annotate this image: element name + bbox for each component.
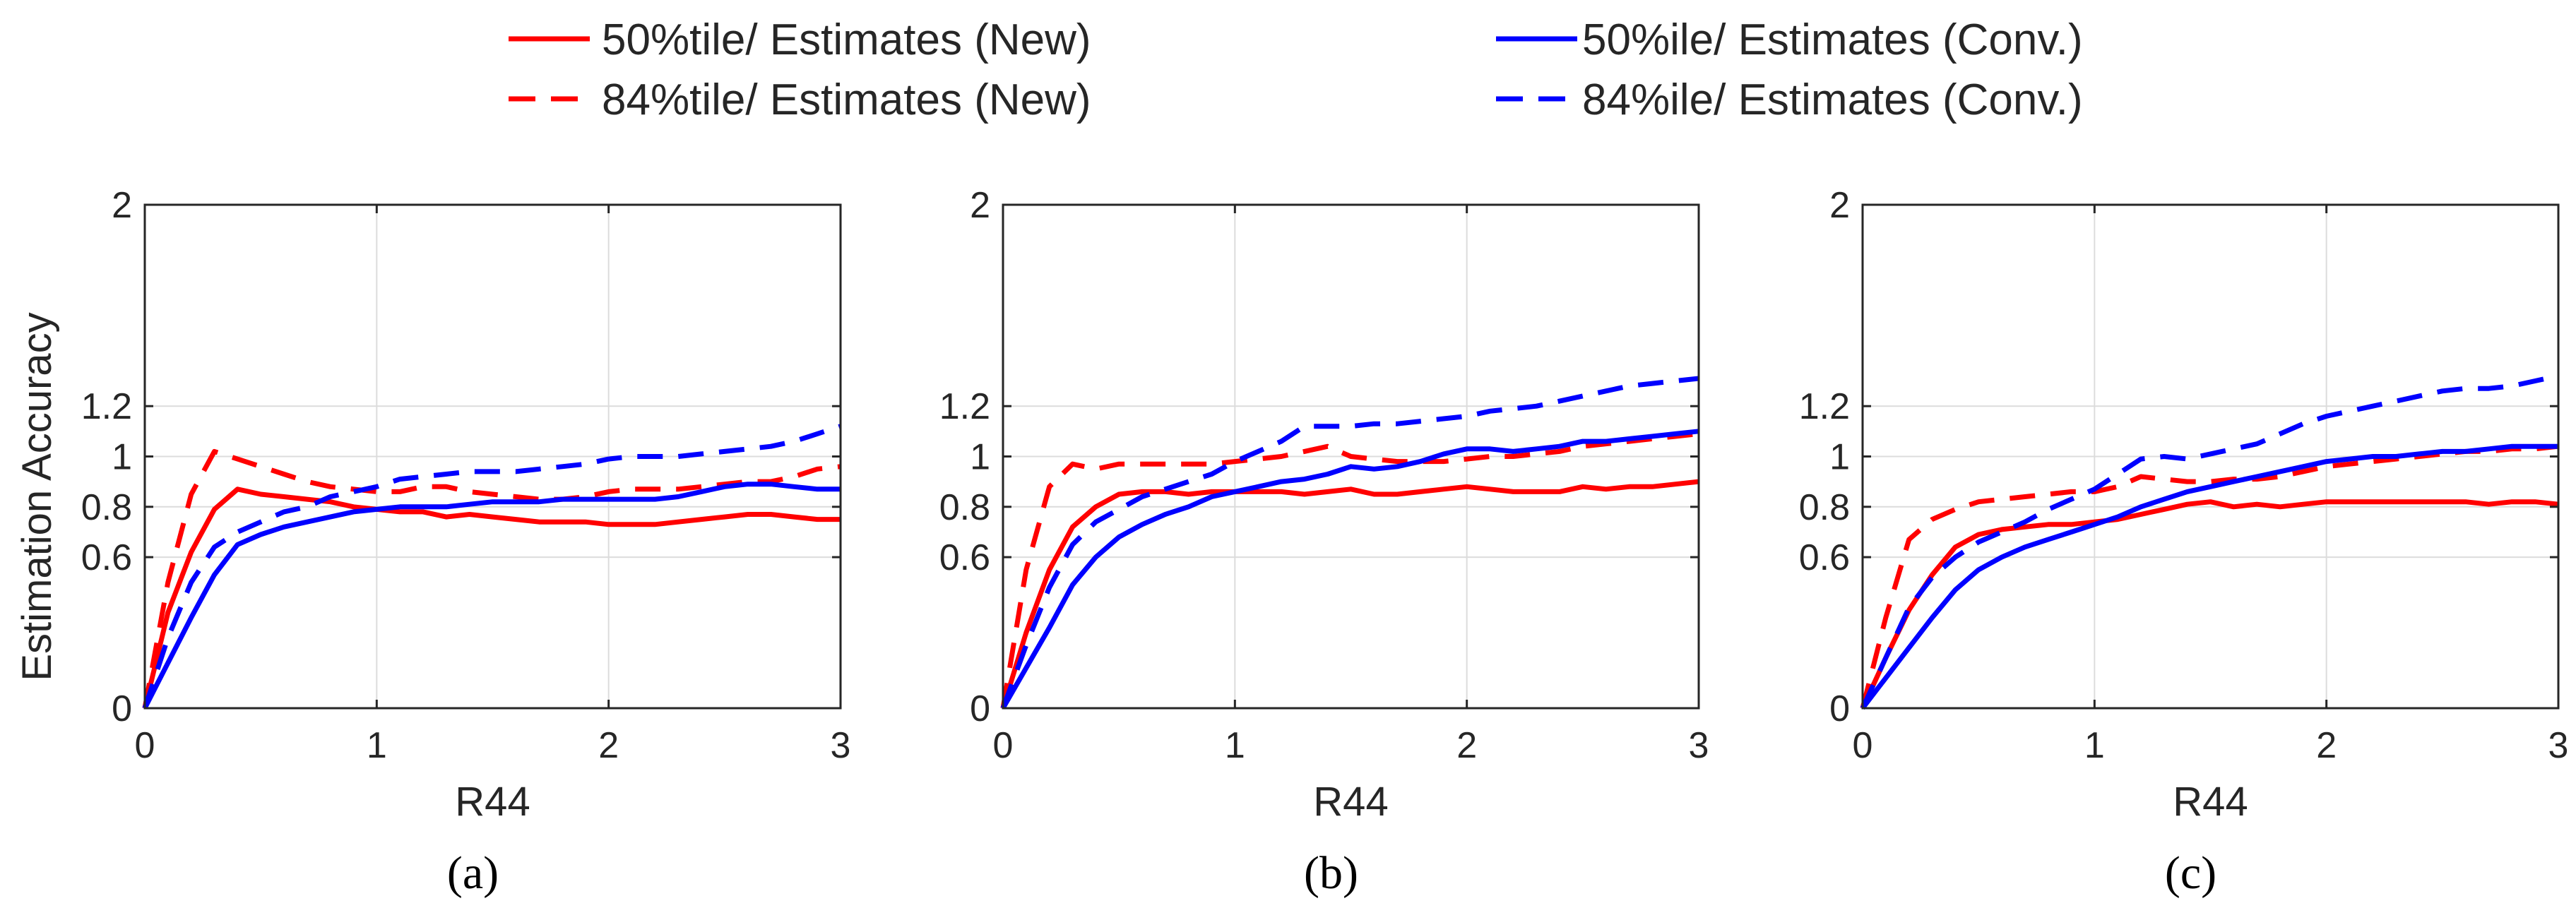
x-tick-label: 2 — [2316, 725, 2337, 766]
series-line — [1000, 431, 1699, 709]
panel-caption: (c) — [2165, 847, 2216, 899]
chart-panel: 0 1 2 3 0 0.6 0.8 1 1.2 2 R44 (c) — [1799, 185, 2569, 899]
x-tick-label: 0 — [993, 725, 1014, 766]
legend-entry: 50%ile/ Estimates (Conv.) — [1496, 16, 2083, 64]
series-line — [1860, 373, 2559, 710]
series-line — [1860, 443, 2558, 710]
x-tick-label: 3 — [2548, 725, 2569, 766]
y-tick-label: 0 — [112, 688, 132, 729]
x-axis-label: R44 — [1313, 779, 1388, 825]
legend-entry: 50%tile/ Estimates (New) — [509, 16, 1091, 64]
series-line — [1000, 479, 1699, 710]
x-tick-label: 2 — [1456, 725, 1477, 766]
x-tick-label: 3 — [831, 725, 851, 766]
series-line — [142, 486, 841, 709]
series-line — [1860, 443, 2559, 709]
y-tick-label: 0.6 — [939, 537, 990, 578]
series-line — [1860, 499, 2559, 710]
y-tick-label: 1 — [1829, 437, 1850, 478]
x-tick-label: 2 — [598, 725, 619, 766]
legend: 50%tile/ Estimates (New) 84%tile/ Estimat… — [509, 16, 2083, 124]
y-tick-label: 0.8 — [1799, 487, 1850, 528]
x-tick-label: 3 — [1689, 725, 1709, 766]
legend-entry: 84%ile/ Estimates (Conv.) — [1496, 76, 2083, 124]
legend-label: 50%ile/ Estimates (Conv.) — [1582, 16, 2083, 64]
legend-label: 50%tile/ Estimates (New) — [602, 16, 1091, 64]
x-tick-label: 1 — [367, 725, 387, 766]
chart-panel: 0 1 2 3 0 0.6 0.8 1 1.2 2 R44 (b) — [939, 185, 1709, 899]
x-tick-label: 1 — [1225, 725, 1245, 766]
y-tick-label: 0 — [970, 688, 990, 729]
y-tick-label: 1 — [970, 437, 990, 478]
y-tick-label: 1.2 — [939, 386, 990, 427]
y-tick-label: 2 — [112, 185, 132, 226]
y-tick-label: 1.2 — [81, 386, 132, 427]
x-tick-label: 0 — [1853, 725, 1873, 766]
x-axis-label: R44 — [2173, 779, 2248, 825]
panel-caption: (a) — [447, 847, 499, 899]
chart-panel: 0 1 2 3 0 0.6 0.8 1 1.2 2 R44 Estimation Accuracy (a… — [14, 185, 850, 899]
panel-caption: (b) — [1304, 847, 1358, 899]
x-axis-label: R44 — [455, 779, 530, 825]
y-axis-label: Estimation Accuracy — [14, 312, 60, 681]
y-tick-label: 0.6 — [1799, 537, 1850, 578]
charts: 0 1 2 3 0 0.6 0.8 1 1.2 2 R44 Estimation Accuracy (a… — [14, 185, 2568, 899]
x-tick-label: 0 — [135, 725, 155, 766]
legend-label: 84%tile/ Estimates (New) — [602, 76, 1091, 124]
x-tick-label: 1 — [2084, 725, 2105, 766]
legend-entry: 84%tile/ Estimates (New) — [509, 76, 1091, 124]
y-tick-label: 1 — [112, 437, 132, 478]
y-tick-label: 2 — [1829, 185, 1850, 226]
y-tick-label: 0.8 — [939, 487, 990, 528]
series-line — [142, 424, 842, 710]
y-tick-label: 0.6 — [81, 537, 132, 578]
y-tick-label: 2 — [970, 185, 990, 226]
y-tick-label: 0 — [1829, 688, 1850, 729]
series-line — [142, 448, 841, 709]
legend-label: 84%ile/ Estimates (Conv.) — [1582, 76, 2083, 124]
y-tick-label: 1.2 — [1799, 386, 1850, 427]
series-line — [1000, 429, 1699, 710]
series-line — [142, 482, 841, 710]
y-tick-label: 0.8 — [81, 487, 132, 528]
